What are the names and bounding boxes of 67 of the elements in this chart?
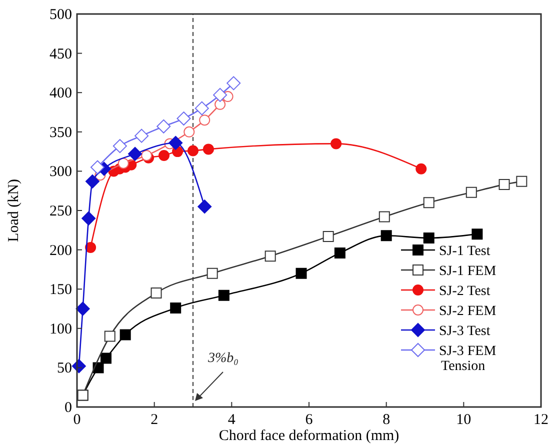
y-tick-label: 0 (64, 400, 72, 416)
legend-label: SJ-3 Test (439, 324, 490, 339)
y-tick-label: 500 (50, 7, 72, 23)
y-tick-label: 50 (57, 360, 72, 377)
y-tick-label: 450 (50, 46, 72, 62)
point (213, 88, 228, 102)
point (168, 136, 183, 150)
point (141, 150, 152, 161)
legend-label: SJ-1 FEM (439, 264, 497, 279)
point (76, 302, 90, 316)
y-axis-title: Load (kN) (6, 179, 22, 242)
point (134, 128, 149, 143)
point (423, 197, 434, 208)
point (100, 352, 112, 364)
point (194, 101, 209, 116)
point (90, 160, 104, 174)
point (296, 268, 307, 279)
point (416, 163, 427, 174)
point (466, 186, 477, 198)
point (156, 119, 171, 134)
y-tick-label: 150 (50, 282, 72, 298)
point (214, 98, 226, 110)
point (202, 144, 214, 155)
point (158, 150, 170, 161)
x-tick-label: 6 (305, 412, 314, 428)
annotation: Tension (441, 359, 486, 374)
point (112, 139, 127, 154)
legend-label: SJ-3 FEM (439, 344, 497, 359)
y-tick-label: 350 (50, 124, 72, 141)
point (118, 158, 129, 169)
x-tick-label: 2 (150, 412, 158, 428)
y-tick-label: 400 (50, 86, 72, 102)
y-tick-label: 100 (50, 321, 72, 338)
point (188, 145, 198, 156)
legend-label: SJ-1 Test (439, 244, 490, 259)
point (472, 228, 483, 240)
point (264, 250, 276, 262)
y-tick-label: 200 (50, 242, 72, 259)
point (218, 290, 230, 301)
y-tick-label: 250 (50, 204, 72, 220)
ref-line-label: 3%b₀ (207, 351, 239, 366)
x-tick-label: 12 (534, 412, 548, 428)
point (170, 302, 182, 314)
point (128, 146, 142, 161)
point (104, 330, 116, 342)
point (120, 329, 131, 340)
point (176, 112, 191, 126)
point (206, 268, 218, 279)
point (380, 230, 392, 242)
point (199, 114, 210, 126)
point (378, 211, 390, 222)
x-axis-title: Chord face deformation (mm) (218, 428, 400, 444)
legend-label: SJ-2 Test (439, 284, 490, 299)
legend-label: SJ-2 FEM (439, 304, 497, 319)
x-tick-label: 10 (456, 412, 472, 428)
point (226, 76, 241, 90)
point (85, 174, 100, 188)
point (198, 200, 212, 214)
point (85, 242, 96, 253)
point (82, 211, 96, 226)
point (423, 232, 434, 244)
x-tick-label: 4 (228, 412, 236, 428)
point (330, 138, 342, 150)
x-tick-label: 8 (382, 412, 390, 428)
point (334, 247, 346, 258)
y-tick-label: 300 (50, 164, 72, 180)
point (184, 126, 195, 138)
